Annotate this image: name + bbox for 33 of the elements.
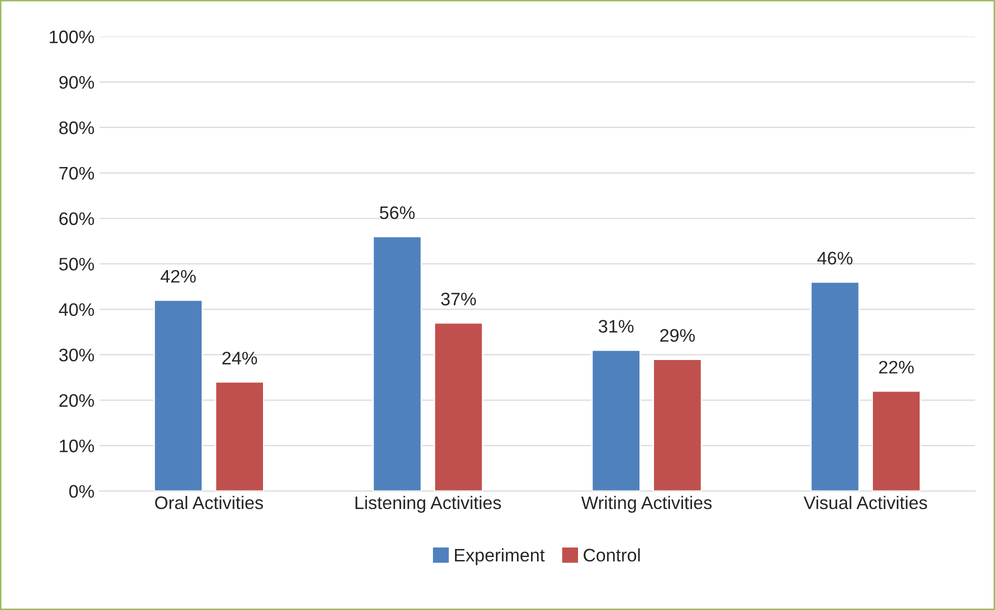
y-tick-label: 50% bbox=[59, 258, 94, 271]
x-tick-label: Writing Activities bbox=[581, 496, 712, 513]
legend-label: Control bbox=[584, 548, 640, 562]
x-tick-label: Oral Activities bbox=[155, 496, 263, 510]
y-tick-label: 70% bbox=[59, 166, 94, 180]
bar bbox=[872, 390, 922, 492]
data-label: 42% bbox=[160, 270, 196, 283]
x-tick-label: Visual Activities bbox=[804, 496, 928, 510]
data-label: 31% bbox=[598, 320, 634, 333]
y-tick-label: 40% bbox=[58, 303, 94, 316]
data-label: 56% bbox=[380, 206, 415, 220]
data-label: 24% bbox=[222, 352, 258, 364]
y-tick-label: 80% bbox=[59, 121, 94, 134]
y-tick-label: 20% bbox=[59, 394, 94, 407]
y-tick-label: 30% bbox=[59, 348, 94, 362]
y-tick-label: 60% bbox=[59, 212, 94, 226]
bar bbox=[652, 358, 702, 492]
data-label: 29% bbox=[660, 329, 695, 342]
y-tick-label: 90% bbox=[59, 76, 94, 89]
y-tick-label: 0% bbox=[69, 484, 94, 498]
legend-label: Experiment bbox=[454, 548, 545, 566]
x-tick-label: Listening Activities bbox=[356, 496, 501, 513]
bar bbox=[591, 349, 641, 492]
data-label: 37% bbox=[441, 292, 476, 306]
bar bbox=[154, 299, 204, 492]
bar bbox=[810, 281, 860, 492]
y-tick-label: 10% bbox=[60, 440, 94, 452]
data-label: 46% bbox=[817, 252, 852, 265]
bar bbox=[434, 322, 484, 492]
y-tick-label: 100% bbox=[50, 30, 94, 44]
bar bbox=[372, 236, 422, 492]
bar bbox=[214, 381, 264, 492]
data-label: 22% bbox=[879, 360, 914, 374]
